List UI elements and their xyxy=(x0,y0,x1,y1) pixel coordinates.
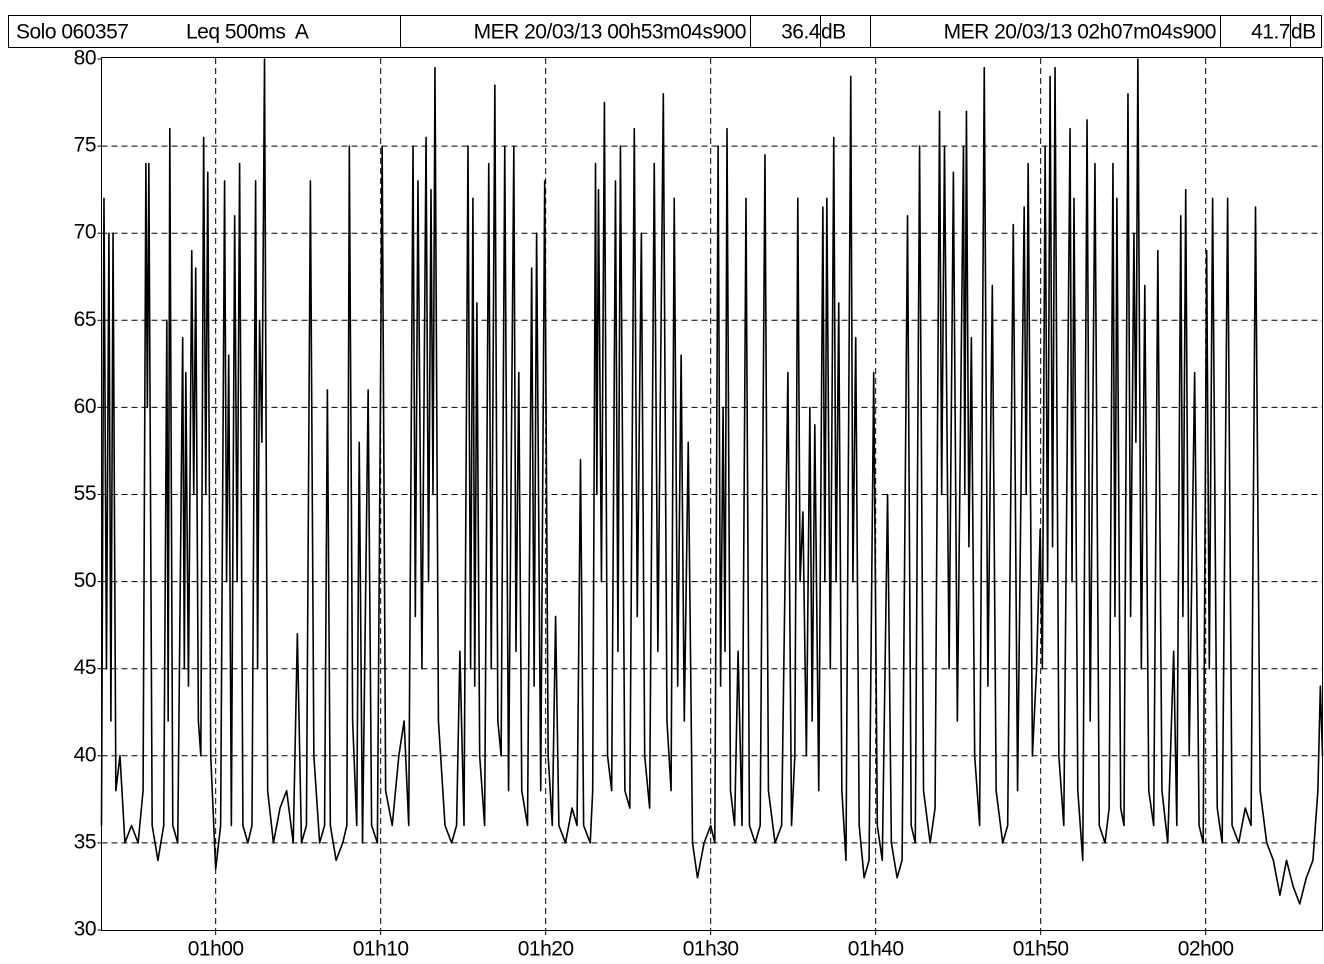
cursor1-time: MER 20/03/13 00h53m04s900 xyxy=(474,21,746,44)
device-label: Solo 060357 xyxy=(16,21,128,44)
cursor2-unit: dB xyxy=(1291,21,1316,44)
x-tick-label: 01h50 xyxy=(1013,938,1069,961)
cursor1-level-box xyxy=(750,15,821,48)
noise-line xyxy=(100,58,1324,905)
y-tick-label: 55 xyxy=(74,482,96,505)
x-tick-label: 01h20 xyxy=(518,938,574,961)
x-tick-label: 01h30 xyxy=(683,938,739,961)
y-tick-label: 70 xyxy=(74,221,96,244)
y-tick-label: 40 xyxy=(74,743,96,766)
y-tick-label: 50 xyxy=(74,569,96,592)
cursor2-time: MER 20/03/13 02h07m04s900 xyxy=(944,21,1216,44)
y-tick-label: 45 xyxy=(74,656,96,679)
x-tick-label: 02h00 xyxy=(1178,938,1234,961)
cursor1-level: 36.4 xyxy=(781,21,821,44)
x-tick-label: 01h10 xyxy=(353,938,409,961)
y-tick-label: 30 xyxy=(74,918,96,941)
x-tick-label: 01h00 xyxy=(188,938,244,961)
cursor2-level: 41.7 xyxy=(1251,21,1290,44)
x-tick-label: 01h40 xyxy=(848,938,904,961)
mode-label: Leq 500ms A xyxy=(186,21,309,44)
y-tick-label: 75 xyxy=(74,134,96,157)
y-tick-label: 35 xyxy=(74,830,96,853)
y-tick-label: 60 xyxy=(74,395,96,418)
cursor1-unit: dB xyxy=(821,21,846,44)
y-tick-label: 80 xyxy=(74,47,96,70)
cursor2-level-box xyxy=(1220,15,1291,48)
y-tick-label: 65 xyxy=(74,308,96,331)
